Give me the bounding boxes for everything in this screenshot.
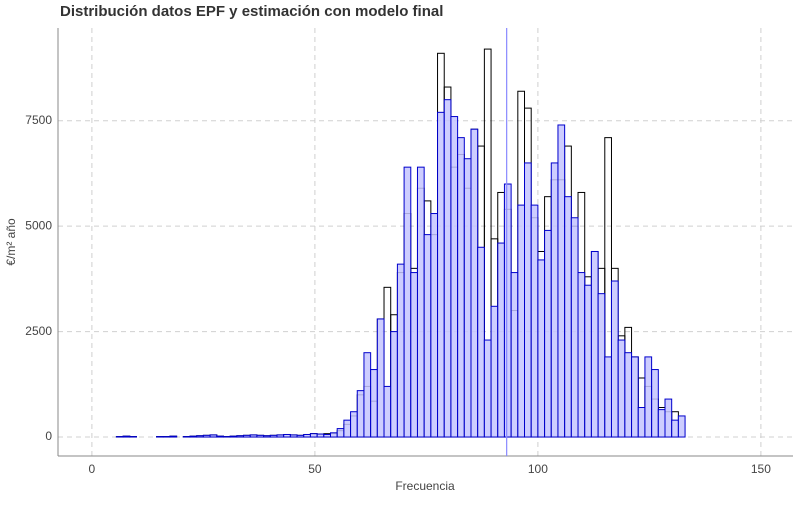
- bar: [545, 230, 552, 437]
- x-tick-label: 100: [528, 462, 548, 476]
- y-tick-label: 0: [45, 429, 52, 443]
- bar: [244, 435, 251, 437]
- bar: [578, 273, 585, 437]
- bar: [284, 434, 291, 437]
- y-tick-label: 2500: [25, 324, 52, 338]
- bar: [464, 159, 471, 437]
- bar: [444, 100, 451, 437]
- bar: [491, 306, 498, 437]
- y-tick-label: 5000: [25, 218, 52, 232]
- x-tick-label: 150: [751, 462, 771, 476]
- bar: [384, 386, 391, 437]
- bar: [290, 435, 297, 437]
- bar: [237, 436, 244, 437]
- bar: [618, 340, 625, 437]
- bar: [417, 167, 424, 437]
- bar: [538, 260, 545, 437]
- bar: [357, 391, 364, 437]
- bar: [210, 435, 217, 437]
- bar: [317, 434, 324, 437]
- bar: [277, 435, 284, 437]
- bar: [558, 125, 565, 437]
- bar: [397, 264, 404, 437]
- bar: [511, 273, 518, 437]
- bar: [411, 273, 418, 437]
- bar: [304, 434, 311, 437]
- bar: [565, 197, 572, 437]
- bar: [270, 435, 277, 437]
- bar: [478, 247, 485, 437]
- bar: [652, 370, 659, 437]
- y-axis-label: €/m² año: [4, 218, 18, 266]
- bar: [625, 353, 632, 437]
- bar: [217, 436, 224, 437]
- bar: [344, 420, 351, 437]
- bar: [665, 399, 672, 437]
- bar: [404, 167, 411, 437]
- bar: [598, 294, 605, 437]
- chart-title: Distribución datos EPF y estimación con …: [60, 3, 443, 20]
- bar: [585, 285, 592, 437]
- bar: [438, 112, 445, 437]
- bar: [605, 357, 612, 437]
- x-tick-label: 50: [308, 462, 322, 476]
- bar: [678, 416, 685, 437]
- bar: [518, 205, 525, 437]
- bar: [498, 243, 505, 437]
- bar: [364, 353, 371, 437]
- bar: [257, 435, 264, 437]
- bar: [458, 138, 465, 437]
- x-tick-label: 0: [89, 462, 96, 476]
- bar: [310, 434, 317, 437]
- bar: [471, 129, 478, 437]
- bar: [525, 163, 532, 437]
- y-tick-label: 7500: [25, 113, 52, 127]
- bar: [331, 433, 338, 437]
- bar: [351, 412, 358, 437]
- bar: [504, 184, 511, 437]
- bar: [611, 281, 618, 437]
- bar: [431, 214, 438, 437]
- bar: [264, 436, 271, 437]
- bar: [170, 436, 177, 437]
- bar: [203, 435, 210, 437]
- bar: [551, 163, 558, 437]
- bar: [250, 435, 257, 437]
- bar: [424, 235, 431, 437]
- bar: [672, 420, 679, 437]
- bar: [377, 319, 384, 437]
- bar: [230, 436, 237, 437]
- bar: [123, 436, 130, 437]
- bar: [645, 357, 652, 437]
- bar: [324, 434, 331, 437]
- bar: [658, 410, 665, 437]
- bar: [451, 117, 458, 437]
- x-axis-label: Frecuencia: [395, 479, 455, 493]
- bar: [190, 436, 197, 437]
- bar: [484, 340, 491, 437]
- bar: [591, 251, 598, 437]
- bar: [531, 205, 538, 437]
- bar: [297, 435, 304, 437]
- bar: [197, 436, 204, 437]
- bar: [638, 408, 645, 438]
- bar: [571, 218, 578, 437]
- bar: [337, 429, 344, 437]
- bar: [632, 357, 639, 437]
- bar: [371, 370, 378, 437]
- bar: [391, 332, 398, 437]
